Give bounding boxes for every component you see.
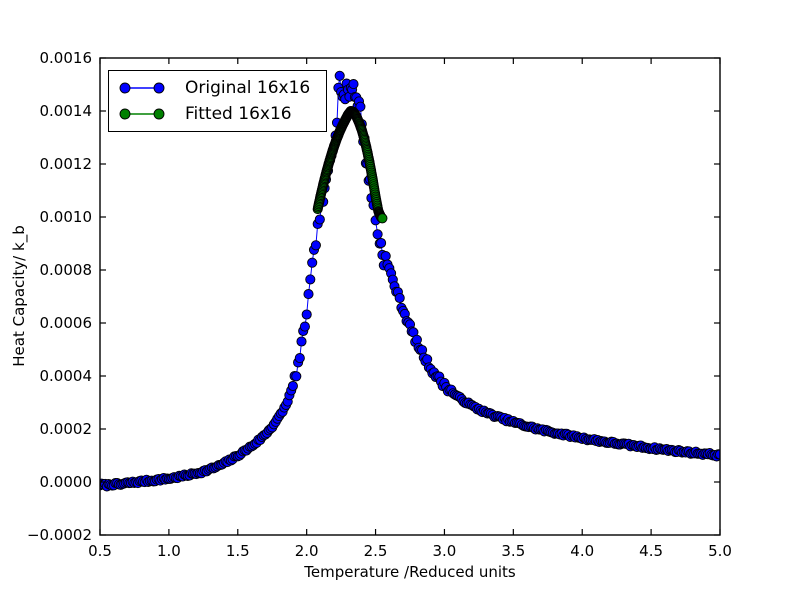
data-point-marker <box>305 274 316 285</box>
data-point-marker <box>291 371 302 382</box>
y-tick-label: 0.0006 <box>40 314 93 332</box>
x-tick-label: 2.5 <box>364 542 388 560</box>
x-tick-label: 4.0 <box>570 542 594 560</box>
y-tick-label: 0.0010 <box>40 208 93 226</box>
data-point-marker <box>294 353 305 364</box>
y-tick-label: −0.0002 <box>27 526 92 544</box>
data-point-marker <box>303 289 314 300</box>
y-tick-label: 0.0004 <box>40 367 93 385</box>
data-point-marker <box>372 229 383 240</box>
data-point-marker <box>314 214 325 225</box>
x-tick-label: 1.0 <box>157 542 181 560</box>
x-tick-label: 4.5 <box>639 542 663 560</box>
data-point-marker <box>376 237 387 249</box>
legend-label: Original 16x16 <box>185 77 311 98</box>
legend-marker-line-icon <box>119 108 165 120</box>
legend-entry: Fitted 16x16 <box>119 104 326 124</box>
data-point-marker <box>307 257 318 268</box>
data-point-marker <box>377 213 388 224</box>
axes-frame <box>99 57 721 536</box>
y-tick-label: 0.0008 <box>40 261 93 279</box>
x-tick-label: 2.0 <box>295 542 319 560</box>
y-tick-label: 0.0000 <box>40 473 93 491</box>
plot-area <box>100 70 720 492</box>
data-point-marker <box>380 251 391 262</box>
legend-entry: Original 16x16 <box>119 78 326 98</box>
legend: Original 16x16 Fitted 16x16 <box>108 70 327 132</box>
y-tick-label: 0.0002 <box>40 420 93 438</box>
data-point-marker <box>714 449 720 460</box>
data-point-marker <box>422 354 433 365</box>
x-tick-label: 3.5 <box>501 542 525 560</box>
data-point-marker <box>296 336 307 347</box>
x-axis-label: Temperature /Reduced units <box>304 563 516 581</box>
data-point-marker <box>355 101 366 112</box>
data-point-marker <box>287 380 298 392</box>
x-tick-label: 3.0 <box>433 542 457 560</box>
data-point-marker <box>299 321 310 332</box>
data-point-marker <box>394 292 405 304</box>
x-tick-label: 0.5 <box>88 542 112 560</box>
data-point-marker <box>348 79 359 90</box>
x-tick-label: 5.0 <box>708 542 732 560</box>
y-tick-label: 0.0016 <box>40 49 93 67</box>
x-tick-label: 1.5 <box>226 542 250 560</box>
y-tick-label: 0.0012 <box>40 155 93 173</box>
data-point-marker <box>310 240 321 251</box>
data-point-marker <box>334 70 345 81</box>
y-axis-label: Heat Capacity/ k_b <box>10 225 28 367</box>
y-tick-label: 0.0014 <box>40 102 93 120</box>
data-point-marker <box>301 309 312 320</box>
legend-label: Fitted 16x16 <box>185 104 292 125</box>
legend-marker-line-icon <box>119 82 165 94</box>
